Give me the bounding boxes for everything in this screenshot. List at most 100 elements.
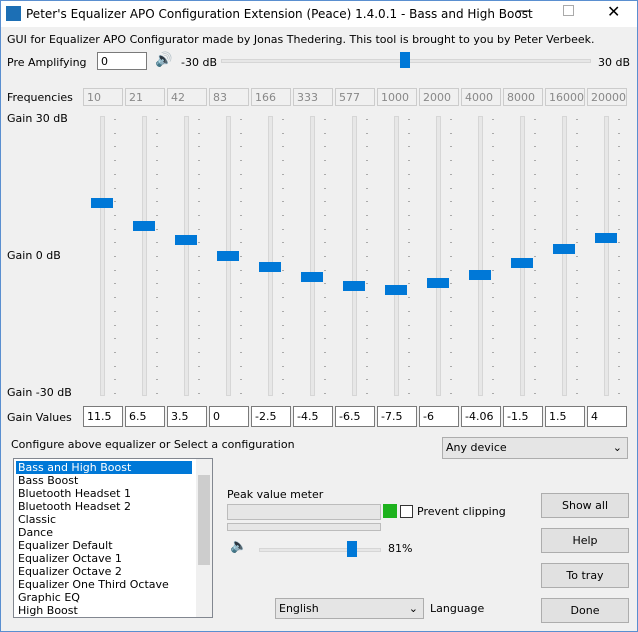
help-button[interactable]: Help xyxy=(541,528,629,553)
minimize[interactable]: — xyxy=(516,3,530,19)
slider-thumb[interactable] xyxy=(595,232,617,243)
scrollbar[interactable] xyxy=(196,459,212,617)
config-item[interactable]: Bass Boost xyxy=(18,474,79,487)
gain-value-box[interactable]: 6.5 xyxy=(125,406,165,427)
show-all-button[interactable]: Show all xyxy=(541,493,629,518)
config-item[interactable]: Bass and High Boost xyxy=(16,461,192,474)
volume-thumb[interactable] xyxy=(347,541,357,557)
slider-tick xyxy=(156,119,158,120)
slider-tick xyxy=(240,365,242,367)
slider-thumb[interactable] xyxy=(175,235,197,246)
slider-tick xyxy=(408,201,410,203)
to-tray-button[interactable]: To tray xyxy=(541,563,629,588)
gain-value-box[interactable]: 11.5 xyxy=(83,406,123,427)
close[interactable]: ✕ xyxy=(607,2,621,21)
slider-tick xyxy=(618,242,620,244)
slider-tick xyxy=(240,173,242,175)
slider-tick xyxy=(618,283,620,285)
scroll-thumb[interactable] xyxy=(198,475,210,565)
config-item[interactable]: Equalizer Octave 2 xyxy=(18,565,122,578)
config-item[interactable]: High Boost xyxy=(18,604,78,617)
device-dropdown[interactable]: Any device ⌄ xyxy=(442,437,628,459)
slider-tick xyxy=(114,269,116,271)
slider-tick xyxy=(492,173,494,175)
slider-tick xyxy=(534,297,536,299)
slider-thumb[interactable] xyxy=(553,244,575,255)
slider-tick xyxy=(408,228,410,230)
speaker-icon: 🔊 xyxy=(155,52,173,68)
slider-tick xyxy=(240,338,242,340)
gain-value-box[interactable]: -4.06 xyxy=(461,406,501,427)
gain-value-box[interactable]: -2.5 xyxy=(251,406,291,427)
config-item[interactable]: Classic xyxy=(18,513,57,526)
gain-value-box[interactable]: -7.5 xyxy=(377,406,417,427)
gain-value-box[interactable]: -1.5 xyxy=(503,406,543,427)
gain-value-box[interactable]: -6.5 xyxy=(335,406,375,427)
config-item[interactable]: Graphic EQ xyxy=(18,591,80,604)
slider-tick xyxy=(156,201,158,203)
language-label: Language xyxy=(430,602,485,615)
gain-value-box[interactable]: -4.5 xyxy=(293,406,333,427)
meter-bar xyxy=(227,504,381,520)
config-item[interactable]: Bluetooth Headset 2 xyxy=(18,500,131,513)
preamp-input[interactable]: 0 xyxy=(97,52,147,70)
slider-tick xyxy=(240,146,242,148)
config-item[interactable]: Equalizer Octave 1 xyxy=(18,552,122,565)
slider-tick xyxy=(114,214,116,216)
slider-tick xyxy=(534,146,536,148)
slider-tick xyxy=(450,132,452,134)
gain-value-box[interactable]: 3.5 xyxy=(167,406,207,427)
slider-tick xyxy=(576,256,578,257)
slider-tick xyxy=(450,119,452,120)
preamp-thumb[interactable] xyxy=(400,52,410,68)
slider-tick xyxy=(240,269,242,271)
slider-tick xyxy=(240,283,242,285)
slider-tick xyxy=(492,351,494,353)
slider-thumb[interactable] xyxy=(427,278,449,289)
slider-tick xyxy=(282,228,284,230)
slider-tick xyxy=(198,187,200,189)
slider-thumb[interactable] xyxy=(469,269,491,280)
slider-thumb[interactable] xyxy=(217,251,239,261)
frequency-box: 333 xyxy=(293,88,333,106)
maximize[interactable] xyxy=(563,5,574,16)
slider-thumb[interactable] xyxy=(385,285,407,296)
config-item[interactable]: Dance xyxy=(18,526,53,539)
slider-tick xyxy=(282,119,284,120)
slider-tick xyxy=(576,173,578,175)
slider-tick xyxy=(492,338,494,340)
slider-thumb[interactable] xyxy=(301,271,323,282)
slider-thumb[interactable] xyxy=(511,257,533,268)
language-dropdown[interactable]: English ⌄ xyxy=(275,598,424,619)
frequency-box: 21 xyxy=(125,88,165,106)
slider-tick xyxy=(282,393,284,394)
slider-thumb[interactable] xyxy=(343,280,365,291)
done-button[interactable]: Done xyxy=(541,598,629,623)
slider-thumb[interactable] xyxy=(259,262,281,273)
slider-tick xyxy=(114,393,116,394)
gain-value-box[interactable]: 4 xyxy=(587,406,627,427)
gain-value-box[interactable]: 0 xyxy=(209,406,249,427)
slider-track xyxy=(520,116,525,396)
slider-tick xyxy=(198,269,200,271)
slider-tick xyxy=(114,228,116,230)
slider-tick xyxy=(156,173,158,175)
frequency-box: 4000 xyxy=(461,88,501,106)
clip-checkbox[interactable] xyxy=(400,505,413,518)
slider-tick xyxy=(366,256,368,257)
gain-value-box[interactable]: 1.5 xyxy=(545,406,585,427)
config-item[interactable]: Equalizer One Third Octave xyxy=(18,578,169,591)
slider-thumb[interactable] xyxy=(133,221,155,232)
slider-tick xyxy=(492,187,494,189)
config-item[interactable]: Bluetooth Headset 1 xyxy=(18,487,131,500)
slider-tick xyxy=(114,338,116,340)
slider-tick xyxy=(618,379,620,381)
slider-thumb[interactable] xyxy=(91,198,113,209)
slider-tick xyxy=(324,310,326,312)
gain-value-box[interactable]: -6 xyxy=(419,406,459,427)
slider-tick xyxy=(492,160,494,162)
config-item[interactable]: Equalizer Default xyxy=(18,539,113,552)
slider-tick xyxy=(534,119,536,120)
slider-tick xyxy=(198,242,200,244)
slider-tick xyxy=(618,351,620,353)
